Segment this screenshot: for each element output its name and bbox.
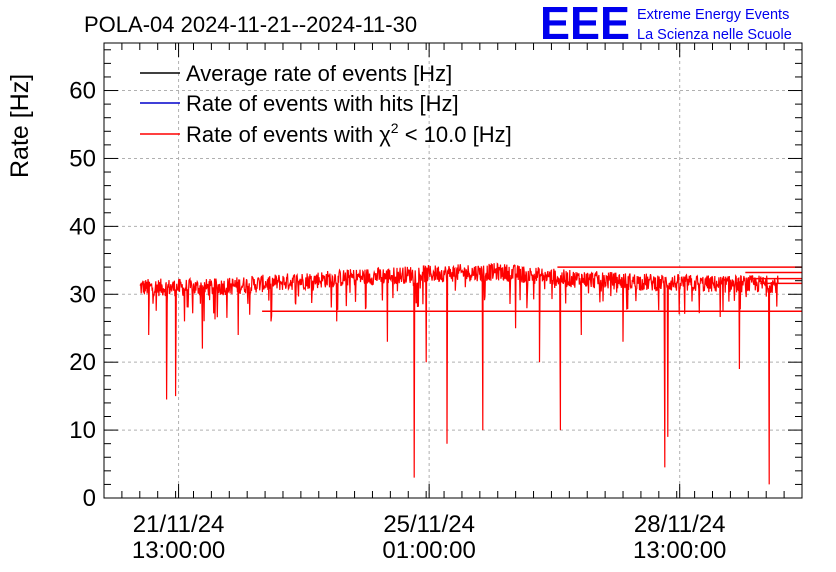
y-tick-label: 30	[69, 281, 96, 308]
legend: Average rate of events [Hz] Rate of even…	[140, 61, 512, 147]
x-tick-label-time: 13:00:00	[633, 537, 726, 564]
axis-labels: 010203040506021/11/2413:00:0025/11/2401:…	[69, 78, 726, 564]
x-tick-label-time: 01:00:00	[382, 537, 475, 564]
legend-label-hits: Rate of events with hits [Hz]	[186, 91, 459, 116]
logo-line-1: Extreme Energy Events	[637, 7, 789, 23]
y-tick-label: 60	[69, 78, 96, 105]
eee-logo: EEE Extreme Energy Events La Scienza nel…	[540, 0, 792, 49]
logo-line-2: La Scienza nelle Scuole	[637, 27, 792, 43]
y-tick-label: 0	[83, 485, 96, 512]
x-tick-label-date: 21/11/24	[133, 511, 225, 538]
x-tick-label-time: 13:00:00	[132, 537, 225, 564]
y-tick-label: 20	[69, 349, 96, 376]
plot-frame	[103, 42, 803, 499]
y-tick-label: 10	[69, 417, 96, 444]
y-tick-label: 50	[69, 145, 96, 172]
y-tick-label: 40	[69, 213, 96, 240]
logo-text: EEE	[540, 0, 630, 49]
x-tick-label-date: 25/11/24	[383, 511, 475, 538]
grid-lines	[104, 43, 802, 498]
chart-title: POLA-04 2024-11-21--2024-11-30	[84, 12, 417, 37]
legend-chi2-symbol: χ	[379, 122, 391, 147]
legend-label-chi2: Rate of events with χ2 < 10.0 [Hz]	[186, 120, 512, 147]
step-levels	[262, 266, 802, 312]
legend-chi2-suffix: < 10.0 [Hz]	[399, 122, 512, 147]
data-series	[139, 262, 779, 485]
x-tick-label-date: 28/11/24	[634, 511, 726, 538]
series-rate-chi2	[139, 262, 779, 485]
legend-label-average: Average rate of events [Hz]	[186, 61, 452, 86]
legend-chi2-prefix: Rate of events with	[186, 122, 379, 147]
y-axis-label: Rate [Hz]	[6, 74, 34, 178]
axis-ticks	[104, 43, 802, 499]
legend-chi2-sup: 2	[391, 120, 399, 136]
